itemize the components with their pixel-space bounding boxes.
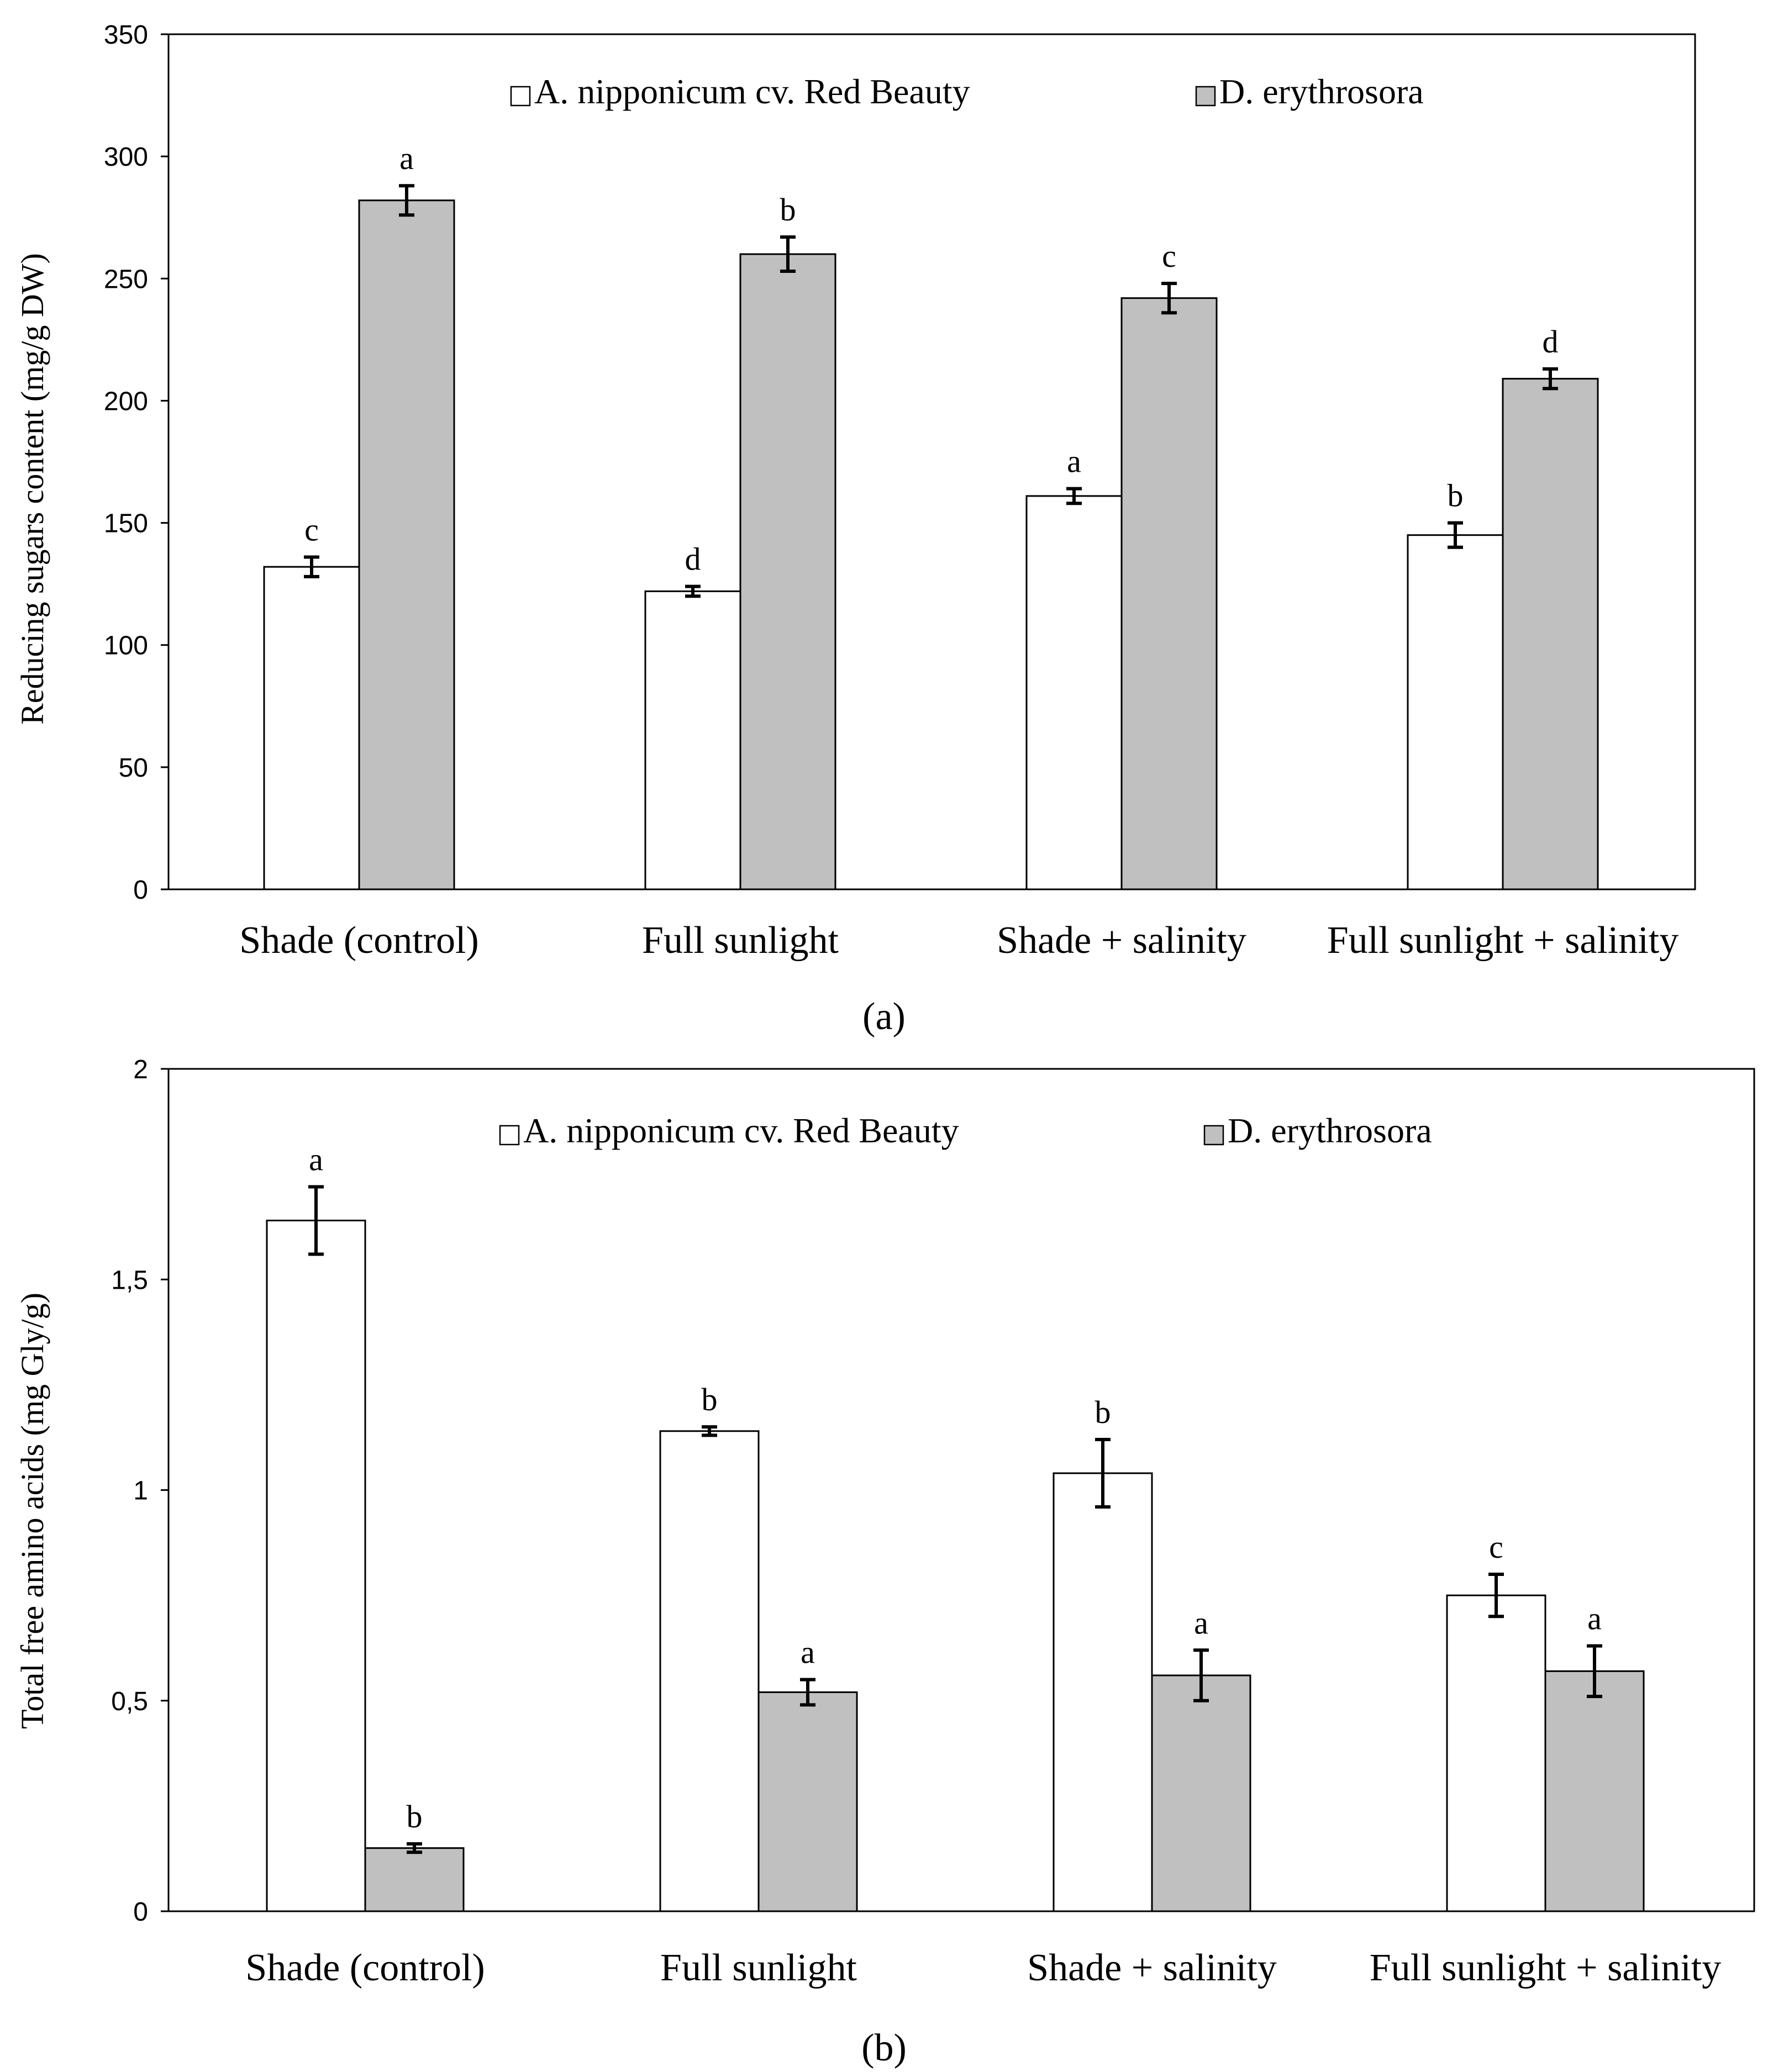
significance-letter: a xyxy=(1067,444,1081,479)
x-category-label: Full sunlight xyxy=(642,919,839,962)
y-tick-label: 1 xyxy=(133,1477,148,1506)
legend-label: A. nipponicum cv. Red Beauty xyxy=(523,1111,959,1150)
significance-letter: a xyxy=(399,140,414,176)
y-axis-title: Reducing sugars content (mg/g DW) xyxy=(14,253,50,725)
bar-d-erythrosora xyxy=(1151,1674,1251,1912)
significance-letter: d xyxy=(685,541,701,577)
plot-area-frame xyxy=(167,33,1696,890)
bar-d-erythrosora xyxy=(358,199,455,890)
significance-letter: b xyxy=(1095,1394,1111,1430)
significance-letter: a xyxy=(1587,1601,1602,1637)
legend-label: D. erythrosora xyxy=(1219,72,1424,111)
significance-letter: a xyxy=(801,1635,815,1670)
legend-swatch xyxy=(1195,86,1216,107)
y-tick-label: 150 xyxy=(104,509,148,539)
x-category-label: Shade (control) xyxy=(245,1947,485,1989)
y-tick-label: 1,5 xyxy=(111,1266,148,1295)
x-category-label: Shade + salinity xyxy=(997,919,1246,962)
significance-letter: d xyxy=(1543,324,1559,360)
significance-letter: c xyxy=(304,512,319,547)
chart-panel-b: Total free amino acids (mg Gly/g) (b) 0 0… xyxy=(14,1055,1755,2069)
y-tick-label: 0 xyxy=(133,876,148,905)
y-axis-title: Total free amino acids (mg Gly/g) xyxy=(14,1293,50,1729)
y-tick-label: 50 xyxy=(119,753,148,783)
y-tick-label: 2 xyxy=(133,1055,148,1084)
bar-a-nipponicum xyxy=(1025,495,1123,890)
panel-label: (b) xyxy=(861,2027,907,2069)
bar-d-erythrosora xyxy=(1544,1670,1645,1912)
bar-a-nipponicum xyxy=(1446,1594,1546,1912)
x-category-label: Shade + salinity xyxy=(1027,1947,1277,1989)
significance-letter: b xyxy=(407,1799,423,1834)
legend-label: A. nipponicum cv. Red Beauty xyxy=(534,72,970,111)
x-category-label: Shade (control) xyxy=(239,919,478,962)
legend-swatch xyxy=(510,86,531,107)
y-tick-label: 300 xyxy=(104,143,148,172)
panel-label: (a) xyxy=(862,995,906,1038)
legend-swatch xyxy=(1203,1125,1224,1146)
x-category-label: Full sunlight xyxy=(660,1947,857,1989)
x-category-label: Full sunlight + salinity xyxy=(1327,919,1679,962)
significance-letter: a xyxy=(1194,1605,1208,1641)
bar-a-nipponicum xyxy=(266,1220,366,1912)
bar-d-erythrosora xyxy=(1502,378,1599,890)
bar-d-erythrosora xyxy=(757,1691,858,1912)
bar-d-erythrosora xyxy=(739,253,836,890)
legend-swatch xyxy=(499,1125,520,1146)
bar-a-nipponicum xyxy=(644,590,741,890)
y-tick-label: 200 xyxy=(104,387,148,416)
bar-a-nipponicum xyxy=(263,566,360,890)
significance-letter: b xyxy=(1448,478,1464,514)
significance-letter: c xyxy=(1489,1529,1503,1565)
bar-d-erythrosora xyxy=(364,1847,465,1912)
y-tick-label: 0,5 xyxy=(111,1687,148,1716)
bar-a-nipponicum xyxy=(1053,1472,1153,1912)
x-category-label: Full sunlight + salinity xyxy=(1370,1947,1722,1989)
y-tick-label: 0 xyxy=(133,1897,148,1927)
legend-label: D. erythrosora xyxy=(1228,1111,1432,1150)
bar-d-erythrosora xyxy=(1120,297,1218,890)
y-tick-label: 100 xyxy=(104,631,148,661)
significance-letter: a xyxy=(309,1142,323,1178)
chart-panel-a: Reducing sugars content (mg/g DW) (a) 0 5… xyxy=(14,20,1696,1038)
bar-a-nipponicum xyxy=(1407,534,1504,890)
significance-letter: b xyxy=(702,1382,718,1417)
significance-letter: c xyxy=(1162,238,1176,274)
significance-letter: b xyxy=(780,192,796,228)
y-tick-label: 250 xyxy=(104,265,148,294)
y-tick-label: 350 xyxy=(104,20,148,50)
bar-a-nipponicum xyxy=(659,1430,760,1912)
